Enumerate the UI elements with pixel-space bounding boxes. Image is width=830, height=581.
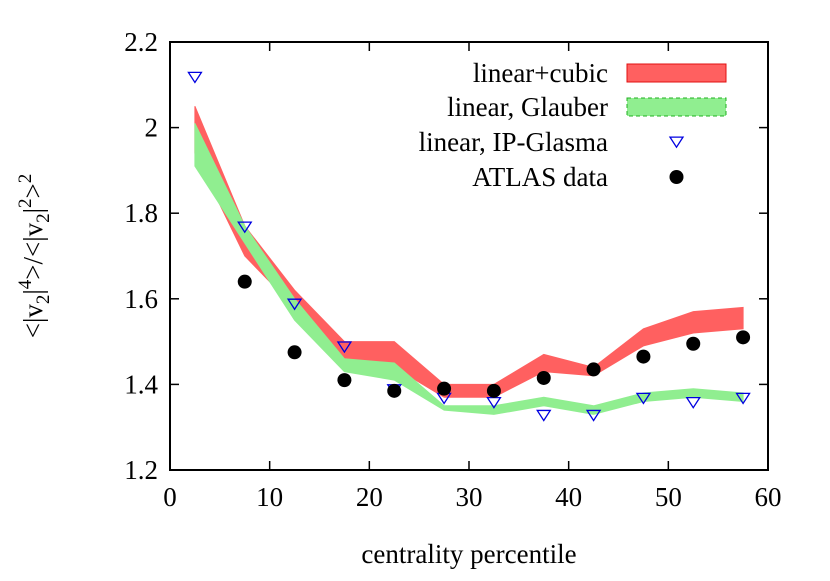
y-axis-label-part: | (18, 289, 48, 294)
x-tick-label: 30 (456, 482, 483, 512)
atlas-data-point (486, 383, 501, 398)
y-axis-label-part: 2 (15, 198, 36, 208)
ip-glasma-point (585, 409, 602, 422)
y-axis-label-part: 4 (15, 279, 36, 289)
x-tick-label: 60 (755, 482, 782, 512)
markers-layer (187, 71, 751, 422)
atlas-data-point (237, 274, 252, 289)
bands-layer (194, 106, 744, 415)
atlas-data-point (736, 330, 751, 345)
ip-glasma-point (187, 71, 203, 84)
legend-swatch-atlas-data (669, 170, 684, 184)
y-tick-label: 1.2 (124, 455, 158, 485)
legend-label-linear-glauber: linear, Glauber (447, 92, 608, 122)
x-tick-label: 50 (655, 482, 682, 512)
x-tick-label: 40 (555, 482, 582, 512)
legend-label-atlas-data: ATLAS data (472, 162, 608, 192)
y-tick-label: 2.2 (124, 27, 158, 57)
x-tick-label: 20 (356, 482, 383, 512)
atlas-data-point (586, 362, 601, 377)
y-axis-label-part: 2 (33, 295, 54, 305)
y-tick-label: 2 (145, 113, 159, 143)
legend-label-linear-ip-glasma: linear, IP-Glasma (419, 127, 608, 157)
y-axis-label-part: <|v (18, 304, 48, 339)
axis-ticks: 0 10 20 30 40 50 60 1.2 1.4 1.6 1.8 2 2.2 (124, 27, 781, 512)
ip-glasma-point (286, 298, 303, 311)
y-axis-label-part: >/<|v (18, 222, 48, 279)
x-tick-label: 0 (163, 482, 177, 512)
atlas-data-point (287, 345, 302, 360)
legend-label-linear-cubic: linear+cubic (473, 58, 608, 88)
atlas-data-point (536, 370, 551, 385)
legend-swatch-linear-cubic (626, 63, 727, 83)
atlas-data-point (437, 381, 452, 396)
band-linear-glauber (194, 123, 744, 415)
atlas-data-point (337, 373, 352, 388)
ip-glasma-point (536, 409, 552, 422)
ip-glasma-point (735, 392, 751, 405)
x-axis-label: centrality percentile (361, 539, 576, 569)
legend-swatch-linear-glauber (626, 97, 727, 117)
y-axis-label-part: > (18, 183, 48, 198)
ip-glasma-point (336, 341, 353, 354)
atlas-data-point (636, 349, 651, 364)
y-tick-label: 1.4 (124, 369, 158, 399)
ip-glasma-point (685, 396, 701, 409)
y-axis-label-part: 2 (15, 174, 36, 184)
legend-swatch-linear-ip-glasma (668, 136, 685, 149)
y-axis-label-part: | (18, 208, 48, 213)
y-tick-label: 1.8 (124, 198, 158, 228)
y-axis-label: <|v2|4>/<|v2|2>2 (15, 174, 54, 339)
atlas-data-point (387, 383, 402, 398)
y-tick-label: 1.6 (124, 284, 158, 314)
x-tick-label: 10 (256, 482, 283, 512)
ip-glasma-point (237, 221, 253, 234)
legend: linear+cubic linear, Glauber linear, IP-Gl… (419, 58, 727, 192)
y-axis-label-part: 2 (33, 213, 54, 223)
atlas-data-point (686, 336, 701, 351)
ip-glasma-point (635, 392, 652, 405)
